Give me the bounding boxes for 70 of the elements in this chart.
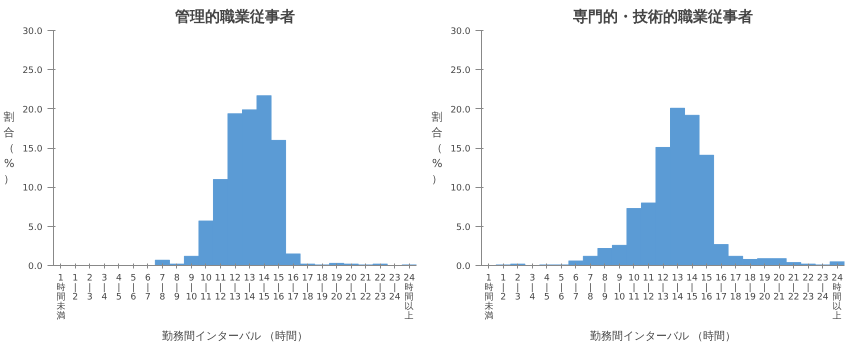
- y-axis-title: 割合（%）: [431, 110, 442, 186]
- y-axis-title: 割合（%）: [3, 110, 14, 186]
- x-tick-label: 20|21: [773, 274, 786, 302]
- x-tick-label: 7|8: [160, 274, 166, 302]
- x-tick-label: 2|3: [514, 274, 521, 302]
- x-tick-label: 14|15: [686, 274, 698, 302]
- y-tick-label: 10.0: [22, 184, 43, 194]
- x-tick-label: 9|10: [614, 274, 626, 302]
- x-tick-label: 21|22: [788, 274, 800, 302]
- x-tick-label: 8|9: [602, 274, 608, 302]
- x-tick-label: 11|12: [642, 274, 654, 302]
- x-tick-label: 10|11: [628, 274, 640, 302]
- x-tick-label: 14|15: [258, 274, 270, 302]
- x-tick-label: 15|16: [272, 274, 285, 302]
- y-tick-label: 20.0: [22, 105, 43, 116]
- x-tick-label: 8|9: [174, 274, 180, 302]
- x-tick-label: 6|7: [145, 274, 152, 302]
- x-tick-label: 3|4: [101, 274, 108, 302]
- y-tick-label: 10.0: [450, 184, 471, 194]
- x-tick-label: 5|6: [558, 274, 564, 302]
- x-tick-label: 11|12: [214, 274, 226, 302]
- x-tick-label: 17|18: [730, 274, 742, 302]
- y-tick-label: 25.0: [450, 66, 471, 76]
- chart-title: 専門的・技術的職業従事者: [572, 8, 753, 26]
- x-tick-label: 13|14: [244, 274, 256, 302]
- x-tick-label: 3|4: [529, 274, 536, 302]
- x-tick-label: 1|2: [72, 274, 78, 302]
- x-tick-label: 4|5: [544, 274, 550, 302]
- x-tick-label: 24時間以上: [832, 274, 844, 322]
- y-tick-label: 0.0: [456, 262, 471, 272]
- x-tick-label: 19|20: [758, 274, 771, 302]
- x-axis-title: 勤務間インターバル （時間）: [590, 330, 736, 342]
- x-tick-label: 5|6: [130, 274, 136, 302]
- x-tick-label: 13|14: [672, 274, 684, 302]
- x-axis-title: 勤務間インターバル （時間）: [162, 330, 308, 342]
- y-tick-label: 5.0: [456, 222, 471, 233]
- x-tick-label: 12|13: [657, 274, 669, 302]
- x-tick-label: 20|21: [345, 274, 358, 302]
- y-tick-label: 30.0: [22, 27, 43, 37]
- x-tick-label: 4|5: [116, 274, 122, 302]
- x-tick-label: 23|24: [816, 274, 829, 302]
- x-tick-label: 12|13: [229, 274, 241, 302]
- y-tick-label: 15.0: [22, 144, 43, 154]
- x-tick-label: 18|19: [744, 274, 756, 302]
- y-tick-label: 30.0: [450, 27, 471, 37]
- y-tick-label: 15.0: [450, 144, 471, 154]
- y-tick-label: 20.0: [450, 105, 471, 116]
- x-tick-label: 18|19: [316, 274, 328, 302]
- x-tick-label: 16|17: [715, 274, 728, 302]
- x-tick-label: 1時間未満: [484, 274, 494, 322]
- x-tick-label: 9|10: [186, 274, 198, 302]
- x-tick-label: 15|16: [700, 274, 713, 302]
- x-tick-label: 10|11: [200, 274, 212, 302]
- x-tick-label: 1時間未満: [56, 274, 66, 322]
- x-tick-label: 16|17: [287, 274, 300, 302]
- x-tick-label: 22|23: [802, 274, 814, 302]
- x-tick-label: 21|22: [360, 274, 372, 302]
- y-tick-label: 25.0: [22, 66, 43, 76]
- x-tick-label: 22|23: [374, 274, 386, 302]
- x-tick-label: 17|18: [302, 274, 314, 302]
- x-tick-label: 19|20: [330, 274, 343, 302]
- x-tick-label: 7|8: [588, 274, 594, 302]
- y-tick-label: 5.0: [28, 222, 43, 233]
- y-tick-label: 0.0: [28, 262, 43, 272]
- x-tick-label: 23|24: [388, 274, 401, 302]
- x-tick-label: 2|3: [86, 274, 93, 302]
- x-tick-label: 24時間以上: [404, 274, 416, 322]
- x-tick-label: 6|7: [573, 274, 580, 302]
- chart-title: 管理的職業従事者: [174, 8, 295, 26]
- x-tick-label: 1|2: [500, 274, 506, 302]
